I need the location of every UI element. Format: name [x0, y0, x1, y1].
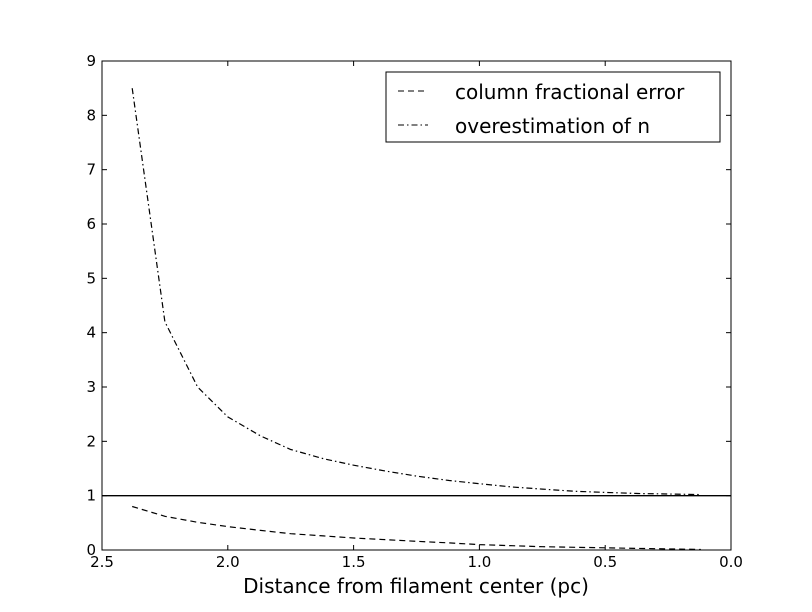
- x-tick-label: 0.0: [719, 553, 743, 571]
- y-tick-label: 3: [86, 378, 96, 396]
- x-axis-label: Distance from filament center (pc): [243, 574, 589, 598]
- x-tick-label: 1.5: [342, 553, 366, 571]
- tick-layer: 2.5 2.0 1.5 1.0 0.5 0.0 0 1 2 3 4 5 6 7 8 9: [86, 52, 742, 571]
- plot-frame: [101, 60, 732, 551]
- series-line-overestimation-of-n: [131, 88, 701, 496]
- legend-box: [385, 71, 721, 143]
- x-tick-label: 2.0: [216, 553, 240, 571]
- legend-label-column-fractional-error: column fractional error: [455, 80, 685, 104]
- x-tick-label: 1.0: [467, 553, 491, 571]
- legend: column fractional error overestimation o…: [385, 71, 721, 143]
- y-tick-label: 7: [86, 161, 96, 179]
- y-tick-label: 0: [86, 541, 96, 559]
- y-tick-label: 9: [86, 52, 96, 70]
- series-layer: [131, 88, 701, 551]
- x-tick-label: 2.5: [90, 553, 114, 571]
- legend-label-overestimation-of-n: overestimation of n: [455, 114, 650, 138]
- x-tick-label: 0.5: [593, 553, 617, 571]
- y-tick-label: 4: [86, 324, 96, 342]
- y-tick-label: 6: [86, 215, 96, 233]
- y-tick-label: 8: [86, 106, 96, 124]
- y-tick-label: 5: [86, 269, 96, 287]
- y-tick-label: 2: [86, 432, 96, 450]
- y-tick-label: 1: [86, 487, 96, 505]
